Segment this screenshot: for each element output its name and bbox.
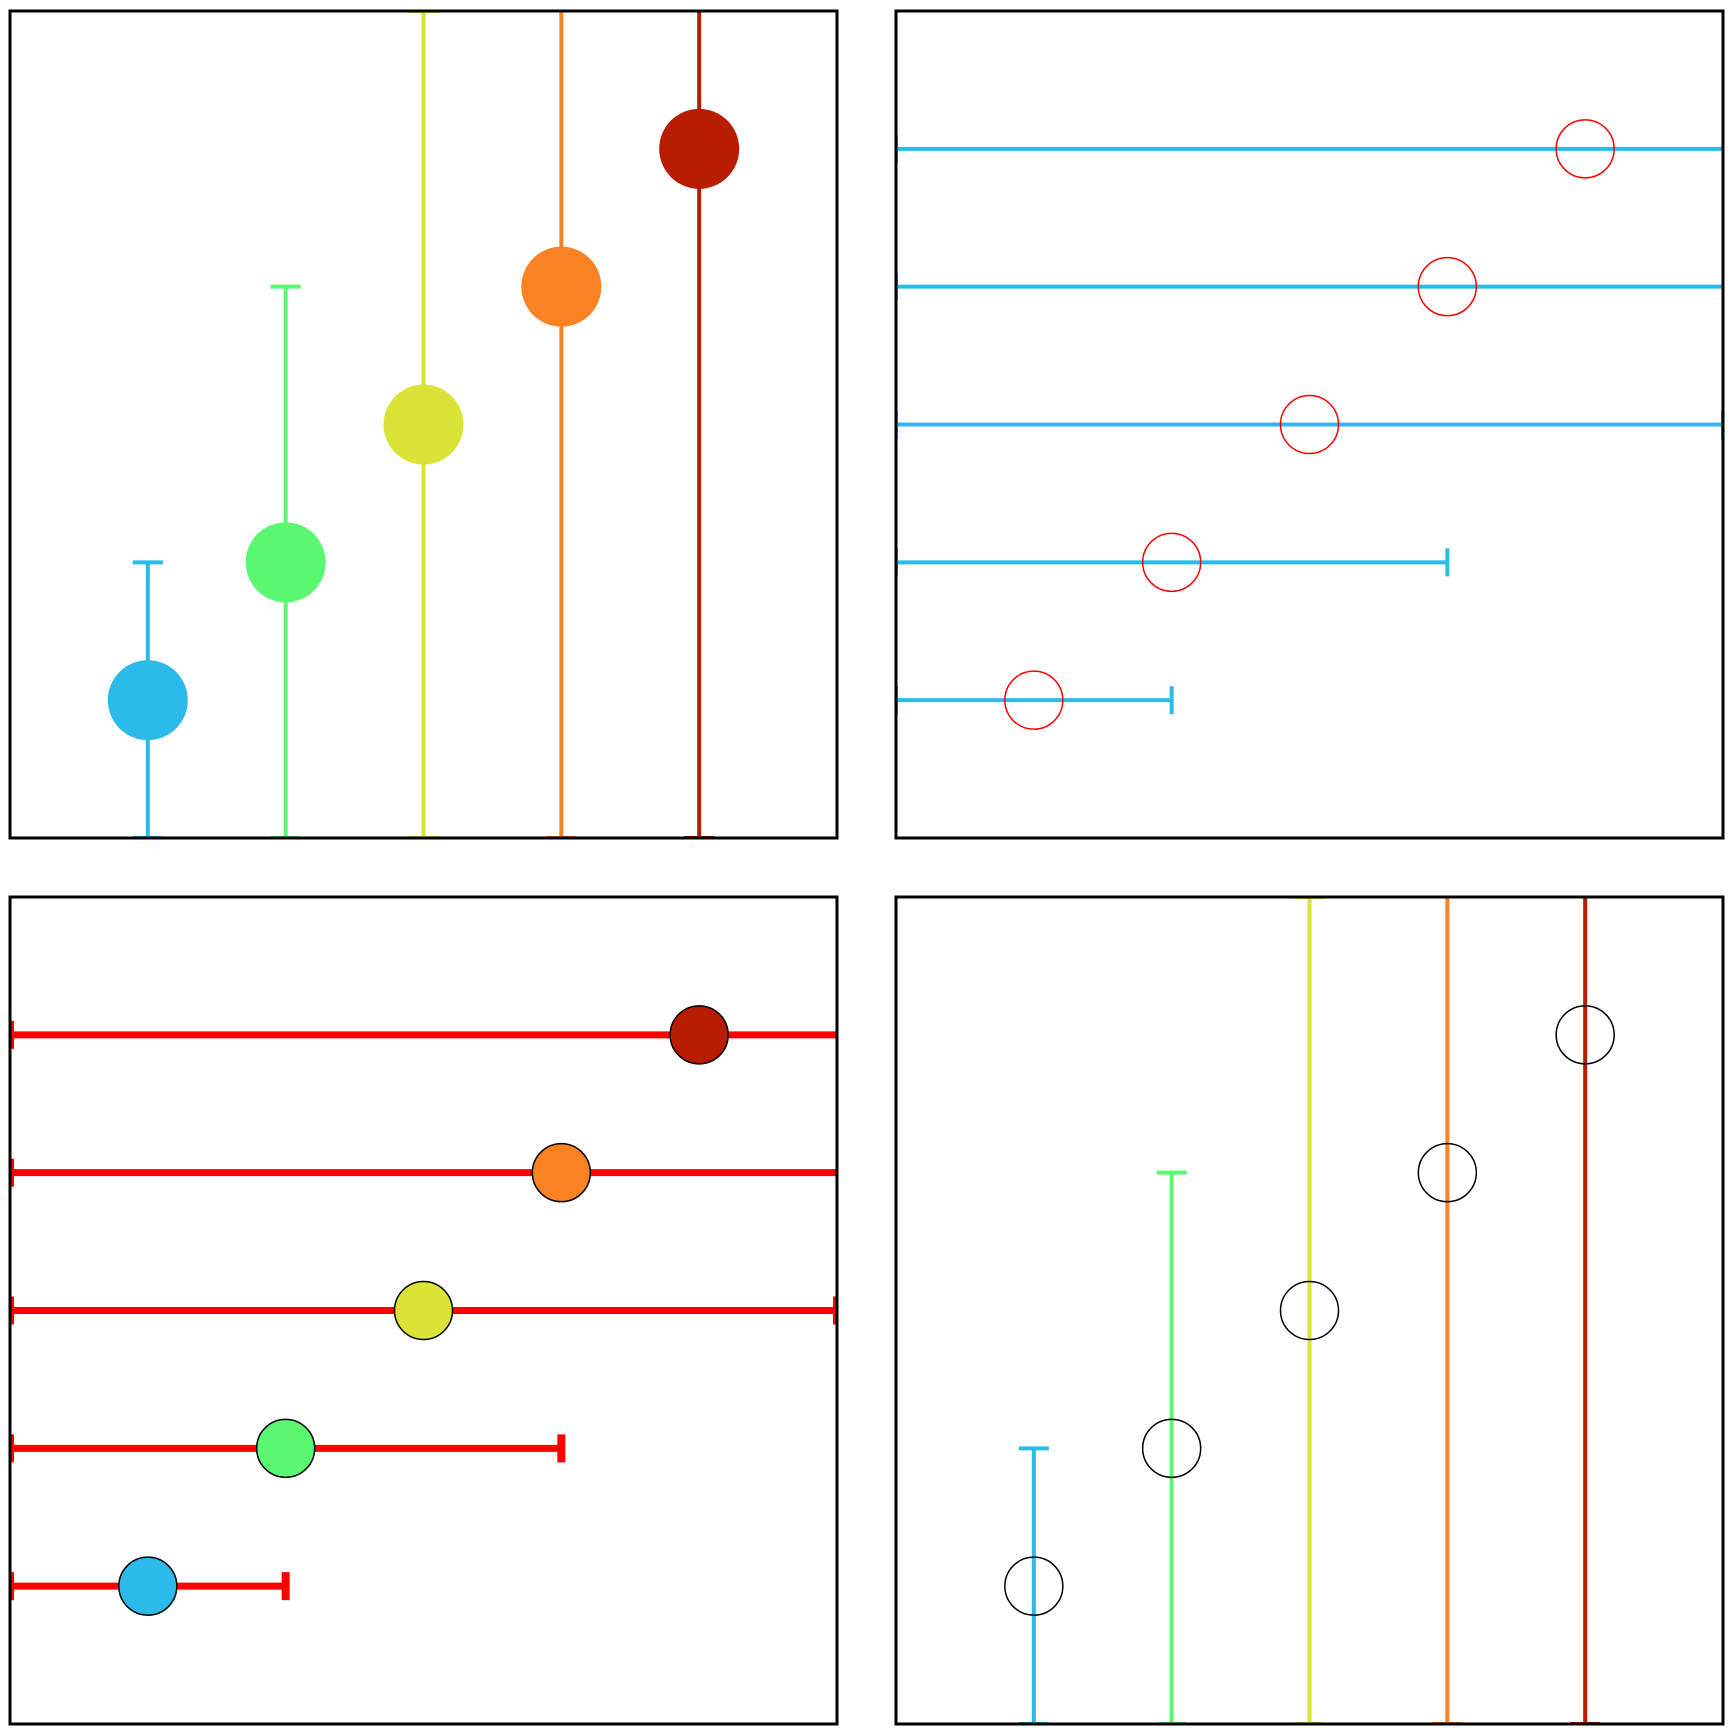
data-point <box>1417 256 1478 317</box>
data-point <box>1004 670 1064 730</box>
panel-top-right <box>894 9 1725 840</box>
axes-frame <box>8 9 839 840</box>
data-point <box>521 246 602 327</box>
panel-top-left <box>8 9 839 840</box>
data-point <box>1141 532 1202 593</box>
data-point <box>1279 394 1340 455</box>
data-point <box>393 1280 454 1341</box>
data-point <box>107 660 188 741</box>
data-point <box>659 108 740 189</box>
axes-frame <box>894 9 1725 840</box>
data-point <box>245 522 326 603</box>
data-point <box>1141 1418 1202 1479</box>
data-point <box>383 384 464 465</box>
data-point <box>1555 119 1615 179</box>
data-point <box>255 1418 316 1479</box>
data-point <box>531 1142 592 1203</box>
axes-frame <box>894 895 1725 1726</box>
panel-bottom-left <box>8 895 839 1726</box>
data-point <box>1004 1556 1064 1616</box>
data-point <box>1417 1142 1478 1203</box>
data-point <box>669 1005 729 1065</box>
data-point <box>1279 1280 1340 1341</box>
axes-frame <box>8 895 839 1726</box>
data-point <box>1555 1005 1615 1065</box>
data-point <box>118 1556 178 1616</box>
panel-bottom-right <box>894 895 1725 1726</box>
